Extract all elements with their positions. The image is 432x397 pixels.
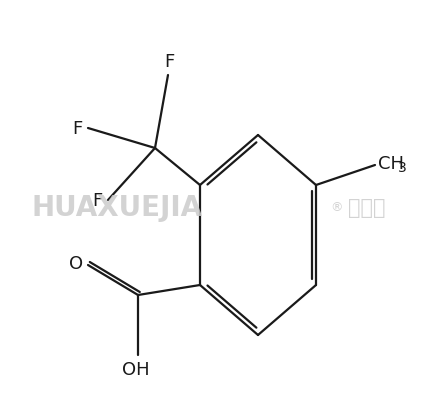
Text: 化学加: 化学加 — [348, 198, 385, 218]
Text: HUAXUEJIA: HUAXUEJIA — [32, 194, 203, 222]
Text: OH: OH — [122, 361, 150, 379]
Text: F: F — [164, 53, 174, 71]
Text: F: F — [93, 192, 103, 210]
Text: F: F — [73, 120, 83, 138]
Text: ®: ® — [330, 202, 343, 214]
Text: O: O — [69, 255, 83, 273]
Text: 3: 3 — [398, 161, 407, 175]
Text: CH: CH — [378, 155, 404, 173]
